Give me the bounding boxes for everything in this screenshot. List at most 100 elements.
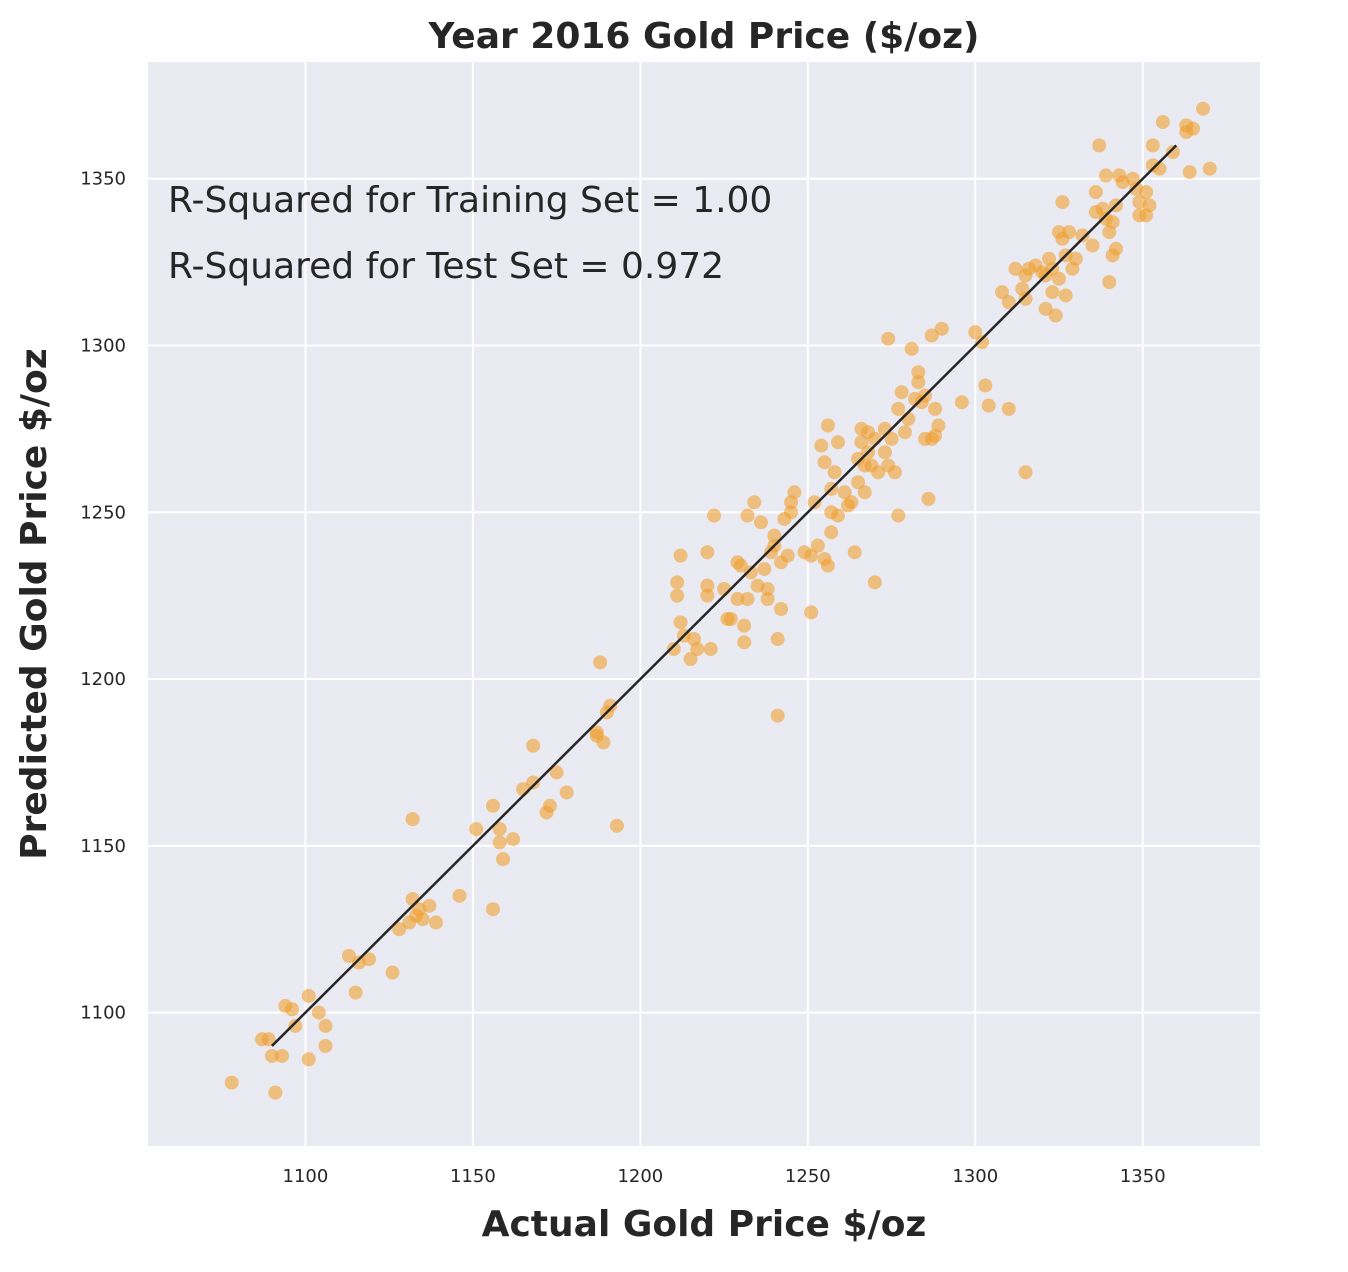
data-point bbox=[981, 398, 996, 413]
data-point bbox=[814, 438, 829, 453]
data-point bbox=[1165, 145, 1180, 160]
data-point bbox=[810, 538, 825, 553]
data-point bbox=[1102, 275, 1117, 290]
data-point bbox=[830, 508, 845, 523]
x-axis-label: Actual Gold Price $/oz bbox=[482, 1204, 927, 1245]
data-point bbox=[851, 475, 866, 490]
data-point bbox=[753, 515, 768, 530]
data-point bbox=[847, 545, 862, 560]
data-point bbox=[341, 948, 356, 963]
data-point bbox=[415, 912, 430, 927]
data-point bbox=[740, 591, 755, 606]
x-tick-label: 1350 bbox=[1120, 1166, 1166, 1187]
data-point bbox=[844, 495, 859, 510]
data-point bbox=[978, 378, 993, 393]
data-point bbox=[673, 615, 688, 630]
data-point bbox=[723, 612, 738, 627]
data-point bbox=[804, 605, 819, 620]
data-point bbox=[894, 385, 909, 400]
data-point bbox=[1038, 301, 1053, 316]
data-point bbox=[730, 591, 745, 606]
data-point bbox=[422, 898, 437, 913]
data-point bbox=[596, 735, 611, 750]
data-point bbox=[700, 578, 715, 593]
data-point bbox=[261, 1032, 276, 1047]
data-point bbox=[485, 902, 500, 917]
data-point bbox=[891, 508, 906, 523]
data-point bbox=[405, 812, 420, 827]
y-axis-label: Predicted Gold Price $/oz bbox=[14, 348, 55, 860]
x-tick-label: 1200 bbox=[617, 1166, 663, 1187]
data-point bbox=[526, 775, 541, 790]
data-point bbox=[673, 548, 688, 563]
data-points bbox=[224, 101, 1217, 1100]
data-point bbox=[1108, 241, 1123, 256]
y-tick-label: 1200 bbox=[80, 669, 126, 690]
y-tick-label: 1100 bbox=[80, 1003, 126, 1024]
data-point bbox=[740, 508, 755, 523]
data-point bbox=[301, 988, 316, 1003]
data-point bbox=[760, 591, 775, 606]
data-point bbox=[733, 558, 748, 573]
data-point bbox=[670, 588, 685, 603]
data-point bbox=[1145, 138, 1160, 153]
annotation-test-r2: R-Squared for Test Set = 0.972 bbox=[168, 246, 724, 287]
data-point bbox=[1202, 161, 1217, 176]
data-point bbox=[911, 365, 926, 380]
data-point bbox=[760, 581, 775, 596]
data-point bbox=[683, 652, 698, 667]
data-point bbox=[700, 545, 715, 560]
data-point bbox=[1062, 225, 1077, 240]
data-point bbox=[1088, 185, 1103, 200]
plot-background bbox=[148, 62, 1260, 1146]
data-point bbox=[934, 321, 949, 336]
data-point bbox=[857, 485, 872, 500]
data-point bbox=[1068, 251, 1083, 266]
data-point bbox=[1052, 271, 1067, 286]
data-point bbox=[496, 852, 511, 867]
data-point bbox=[492, 835, 507, 850]
data-point bbox=[780, 548, 795, 563]
data-point bbox=[891, 401, 906, 416]
data-point bbox=[348, 985, 363, 1000]
data-point bbox=[901, 411, 916, 426]
data-point bbox=[820, 418, 835, 433]
data-point bbox=[301, 1052, 316, 1067]
data-point bbox=[506, 832, 521, 847]
data-point bbox=[485, 798, 500, 813]
data-point bbox=[288, 1018, 303, 1033]
data-point bbox=[285, 1002, 300, 1017]
data-point bbox=[670, 575, 685, 590]
x-tick-label: 1100 bbox=[283, 1166, 329, 1187]
data-point bbox=[1098, 168, 1113, 183]
data-point bbox=[703, 642, 718, 657]
data-point bbox=[311, 1005, 326, 1020]
y-tick-labels: 1100 1150 1200 1250 1300 1350 bbox=[80, 169, 126, 1024]
data-point bbox=[666, 642, 681, 657]
data-point bbox=[954, 395, 969, 410]
data-point bbox=[1048, 308, 1063, 323]
data-point bbox=[747, 495, 762, 510]
data-point bbox=[827, 465, 842, 480]
data-point bbox=[549, 765, 564, 780]
data-point bbox=[1155, 115, 1170, 130]
data-point bbox=[1018, 465, 1033, 480]
data-point bbox=[911, 375, 926, 390]
data-point bbox=[737, 635, 752, 650]
data-point bbox=[318, 1018, 333, 1033]
data-point bbox=[392, 922, 407, 937]
data-point bbox=[877, 445, 892, 460]
data-point bbox=[867, 575, 882, 590]
data-point bbox=[1139, 185, 1154, 200]
grid-lines bbox=[148, 62, 1260, 1146]
data-point bbox=[318, 1038, 333, 1053]
data-point bbox=[867, 431, 882, 446]
data-point bbox=[884, 431, 899, 446]
data-point bbox=[609, 818, 624, 833]
data-point bbox=[787, 485, 802, 500]
data-point bbox=[492, 822, 507, 837]
data-point bbox=[871, 465, 886, 480]
data-point bbox=[767, 528, 782, 543]
data-point bbox=[928, 401, 943, 416]
